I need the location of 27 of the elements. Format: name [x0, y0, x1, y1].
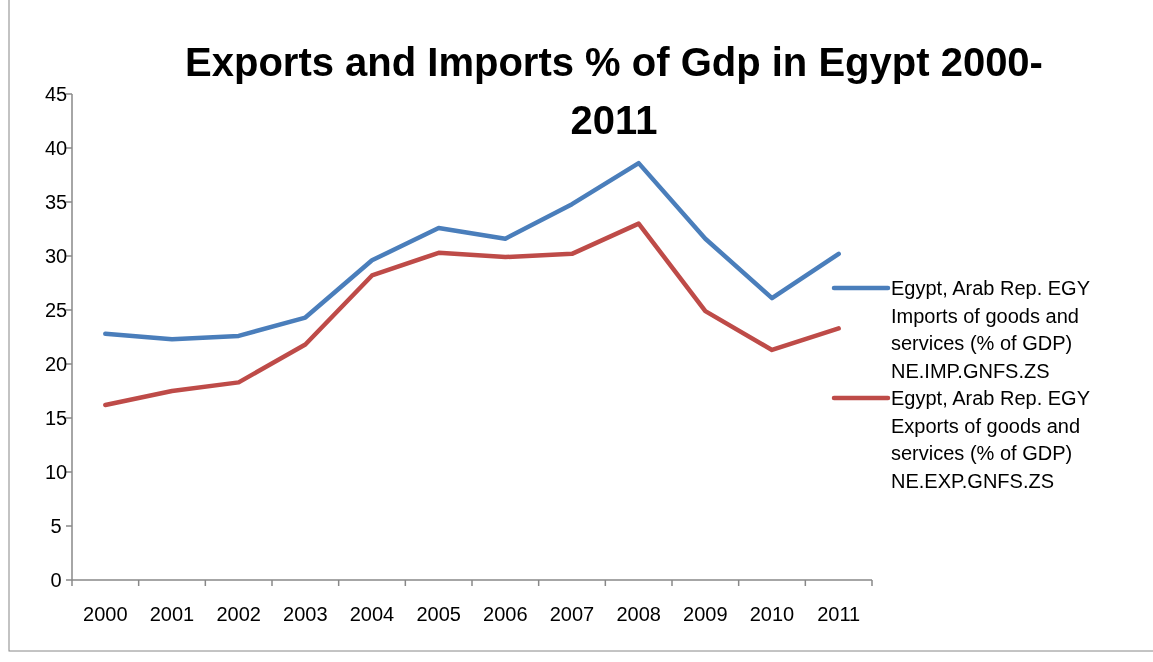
y-tick-label: 10: [44, 461, 68, 483]
x-tick-label: 2000: [83, 603, 128, 625]
y-tick-label: 40: [44, 137, 68, 159]
x-tick-label: 2001: [149, 603, 195, 625]
legend-label: Egypt, Arab Rep. EGY Imports of goods and services (% of GDP) NE.IMP.GNFS.ZS: [891, 277, 1090, 382]
legend-label: Egypt, Arab Rep. EGY Exports of goods and services (% of GDP) NE.EXP.GNFS.ZS: [891, 387, 1090, 492]
y-tick-label: 25: [44, 299, 68, 321]
y-tick-label: 30: [44, 245, 68, 267]
x-tick-label: 2003: [283, 603, 328, 625]
line-series: [103, 221, 841, 408]
line-series: [103, 160, 841, 342]
x-tick-label: 2006: [483, 603, 528, 625]
y-tick-label: 5: [50, 515, 62, 537]
y-tick-label: 15: [44, 407, 68, 429]
y-tick-label: 0: [50, 569, 62, 591]
y-tick-label: 35: [44, 191, 68, 213]
x-tick-label: 2009: [683, 603, 728, 625]
y-tick-label: 45: [44, 83, 68, 105]
x-tick-label: 2008: [616, 603, 661, 625]
x-tick-label: 2011: [817, 603, 861, 625]
x-tick-label: 2007: [549, 603, 595, 625]
x-tick-label: 2004: [349, 603, 395, 625]
x-tick-label: 2005: [416, 603, 461, 625]
x-tick-label: 2010: [749, 603, 795, 625]
x-tick-label: 2002: [216, 603, 261, 625]
chart-title: Exports and Imports % of Gdp in Egypt 2000-2011: [185, 40, 1043, 142]
y-tick-label: 20: [44, 353, 68, 375]
